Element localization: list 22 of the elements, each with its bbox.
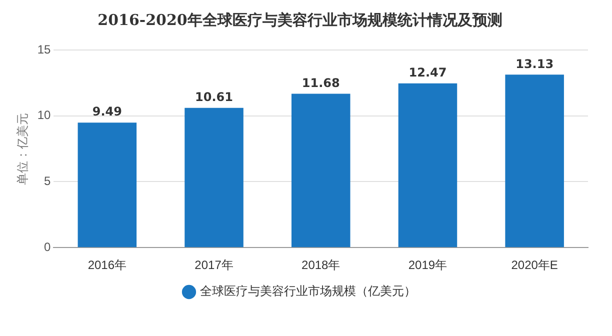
y-tick-label: 15 bbox=[37, 42, 52, 56]
bar bbox=[505, 74, 564, 248]
data-label: 9.49 bbox=[92, 104, 122, 119]
chart-title: 2016-2020年全球医疗与美容行业市场规模统计情况及预测 bbox=[98, 10, 502, 29]
data-label: 10.61 bbox=[195, 90, 234, 104]
x-tick-label: 2020年E bbox=[511, 258, 558, 272]
y-tick-label: 5 bbox=[44, 174, 52, 188]
y-tick-label: 10 bbox=[37, 108, 52, 122]
bar bbox=[398, 83, 458, 248]
x-tick-label: 2019年 bbox=[408, 258, 448, 272]
data-label: 12.47 bbox=[408, 65, 447, 80]
x-tick-label: 2018年 bbox=[302, 258, 340, 272]
y-tick-label: 0 bbox=[44, 240, 52, 254]
legend-label: 全球医疗与美容行业市场规模（亿美元） bbox=[200, 284, 416, 298]
data-label: 11.68 bbox=[302, 76, 340, 90]
x-tick-label: 2016年 bbox=[88, 258, 127, 272]
bar bbox=[184, 108, 244, 248]
bar bbox=[291, 94, 350, 248]
y-axis-title: 单位：亿美元 bbox=[15, 112, 30, 185]
bar bbox=[78, 122, 137, 248]
data-label: 13.13 bbox=[516, 56, 554, 71]
x-tick-label: 2017年 bbox=[194, 258, 234, 272]
